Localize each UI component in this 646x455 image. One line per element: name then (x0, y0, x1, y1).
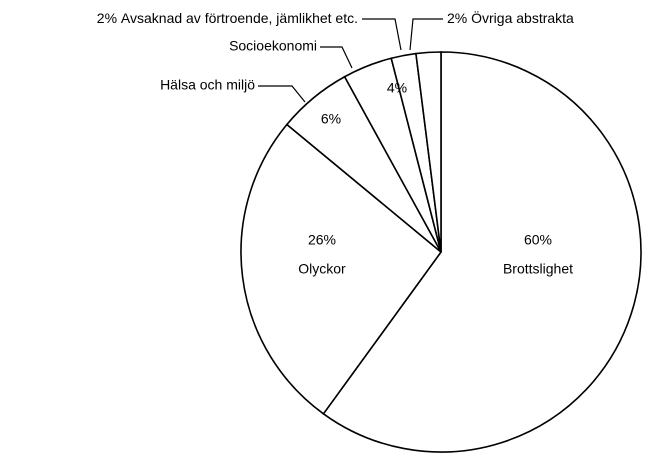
slice-value-label: 2% (97, 10, 117, 26)
leader-line (258, 85, 306, 103)
slice-category-label: Hälsa och miljö (160, 77, 255, 93)
slice-category-label: Övriga abstrakta (471, 9, 574, 26)
leader-line (409, 18, 443, 51)
slice-value-label: 4% (387, 80, 407, 96)
slice-category-label: Olyckor (298, 261, 346, 277)
leader-line (320, 46, 353, 69)
pie-slice (322, 51, 642, 453)
slice-label: 2% Övriga abstrakta (447, 9, 574, 26)
slice-category-label: Socioekonomi (229, 38, 317, 54)
slice-category-label: Brottslighet (503, 261, 573, 277)
leader-line (362, 18, 402, 51)
slice-label: 2% Avsaknad av förtroende, jämlikhet etc… (97, 10, 358, 26)
pie-slice (240, 123, 443, 415)
slice-value-label: 2% (447, 10, 467, 26)
slice-value-label: 60% (524, 232, 552, 248)
slice-value-label: 6% (321, 111, 341, 127)
pie-slice (415, 51, 442, 253)
slice-category-label: Avsaknad av förtroende, jämlikhet etc. (121, 10, 358, 26)
slice-value-label: 26% (308, 232, 336, 248)
